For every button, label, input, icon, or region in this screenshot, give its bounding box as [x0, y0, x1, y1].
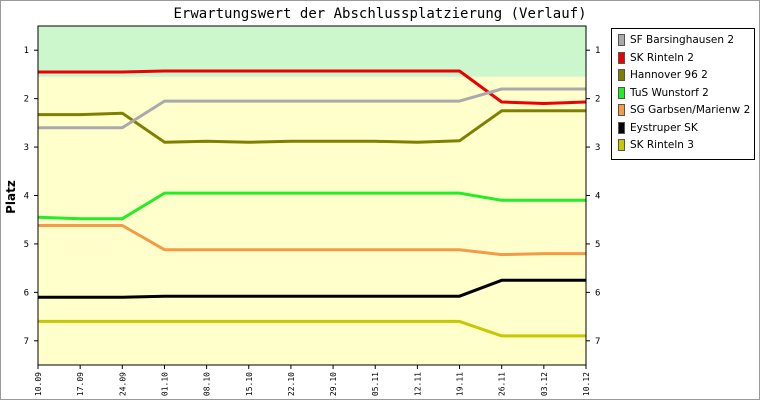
legend-swatch — [618, 121, 625, 134]
legend-swatch — [618, 69, 625, 81]
y-tick-label-right-3: 3 — [595, 143, 600, 153]
series-line-sf-barsinghausen-2 — [38, 87, 586, 130]
legend-label: Eystruper SK — [630, 121, 698, 134]
legend: SF Barsinghausen 2 SK Rinteln 2 Hannover 9… — [611, 28, 755, 160]
legend-label: SG Garbsen/Marienw 2 — [630, 104, 751, 116]
legend-swatch — [618, 51, 625, 64]
x-tick-label-19.11: 19.11 — [456, 372, 465, 396]
legend-label: SF Barsinghausen 2 — [630, 34, 735, 46]
background-bands — [38, 26, 586, 365]
legend-item-sk-rinteln-2: SK Rinteln 2 — [618, 51, 694, 65]
legend-swatch — [618, 139, 625, 151]
x-tick-label-03.12: 03.12 — [540, 372, 549, 396]
y-tick-label-left-2: 2 — [24, 95, 29, 105]
x-tick-label-01.10: 01.10 — [160, 372, 169, 396]
chart-title: Erwartungswert der Abschlussplatzierung … — [173, 6, 586, 22]
y-tick-label-right-4: 4 — [595, 192, 600, 202]
legend-swatch — [618, 104, 625, 116]
y-tick-label-right-2: 2 — [595, 95, 600, 105]
y-axis-label: Platz — [4, 180, 18, 214]
series-line-hannover-96-2 — [38, 109, 586, 144]
x-tick-label-15.10: 15.10 — [245, 372, 254, 396]
y-axis-left: 1 2 3 4 5 6 7 — [24, 46, 38, 347]
y-tick-label-left-1: 1 — [24, 46, 29, 56]
y-tick-label-left-3: 3 — [24, 143, 29, 153]
y-tick-label-right-5: 5 — [595, 240, 600, 250]
y-tick-label-left-7: 7 — [24, 337, 29, 347]
legend-label: Hannover 96 2 — [630, 69, 708, 81]
legend-item-eystruper-sk: Eystruper SK — [618, 121, 698, 135]
legend-swatch — [618, 86, 625, 99]
x-tick-label-08.10: 08.10 — [203, 372, 212, 396]
x-tick-label-29.10: 29.10 — [329, 372, 338, 396]
legend-label: SK Rinteln 3 — [630, 139, 694, 151]
legend-swatch — [618, 34, 625, 46]
x-tick-label-10.09: 10.09 — [34, 372, 43, 396]
x-tick-label-24.09: 24.09 — [118, 372, 127, 396]
band-0 — [38, 26, 586, 77]
legend-label: SK Rinteln 2 — [630, 51, 694, 64]
legend-item-sg-garbsen-marienw-2: SG Garbsen/Marienw 2 — [618, 103, 750, 117]
series-line-eystruper-sk — [38, 278, 586, 299]
x-axis: 10.09 17.09 24.09 01.10 08.10 15.10 22.10 29.10… — [34, 365, 591, 396]
legend-item-sf-barsinghausen-2: SF Barsinghausen 2 — [618, 33, 734, 47]
series-line-tus-wunstorf-2 — [37, 191, 586, 221]
x-tick-label-26.11: 26.11 — [498, 372, 507, 396]
legend-label: TuS Wunstorf 2 — [630, 86, 709, 99]
y-tick-label-left-6: 6 — [24, 288, 29, 298]
y-tick-label-right-7: 7 — [595, 337, 600, 347]
legend-item-sk-rinteln-3: SK Rinteln 3 — [618, 138, 694, 152]
y-axis-right: 1 2 3 4 5 6 7 — [586, 46, 600, 347]
x-tick-label-22.10: 22.10 — [287, 372, 296, 396]
x-tick-label-10.12: 10.12 — [582, 372, 591, 396]
series-line-sk-rinteln-3 — [38, 319, 586, 338]
series-lines — [37, 69, 587, 338]
series-line-sg-garbsen-marienw-2 — [38, 224, 586, 257]
y-tick-label-left-5: 5 — [24, 240, 29, 250]
x-tick-label-05.11: 05.11 — [371, 372, 380, 396]
y-tick-label-right-6: 6 — [595, 288, 600, 298]
legend-item-hannover-96-2: Hannover 96 2 — [618, 68, 708, 82]
y-tick-label-right-1: 1 — [595, 46, 600, 56]
x-tick-label-12.11: 12.11 — [413, 372, 422, 396]
y-tick-label-left-4: 4 — [24, 192, 29, 202]
legend-item-tus-wunstorf-2: TuS Wunstorf 2 — [618, 86, 709, 100]
x-tick-label-17.09: 17.09 — [76, 372, 85, 396]
series-line-sk-rinteln-2 — [38, 69, 587, 105]
